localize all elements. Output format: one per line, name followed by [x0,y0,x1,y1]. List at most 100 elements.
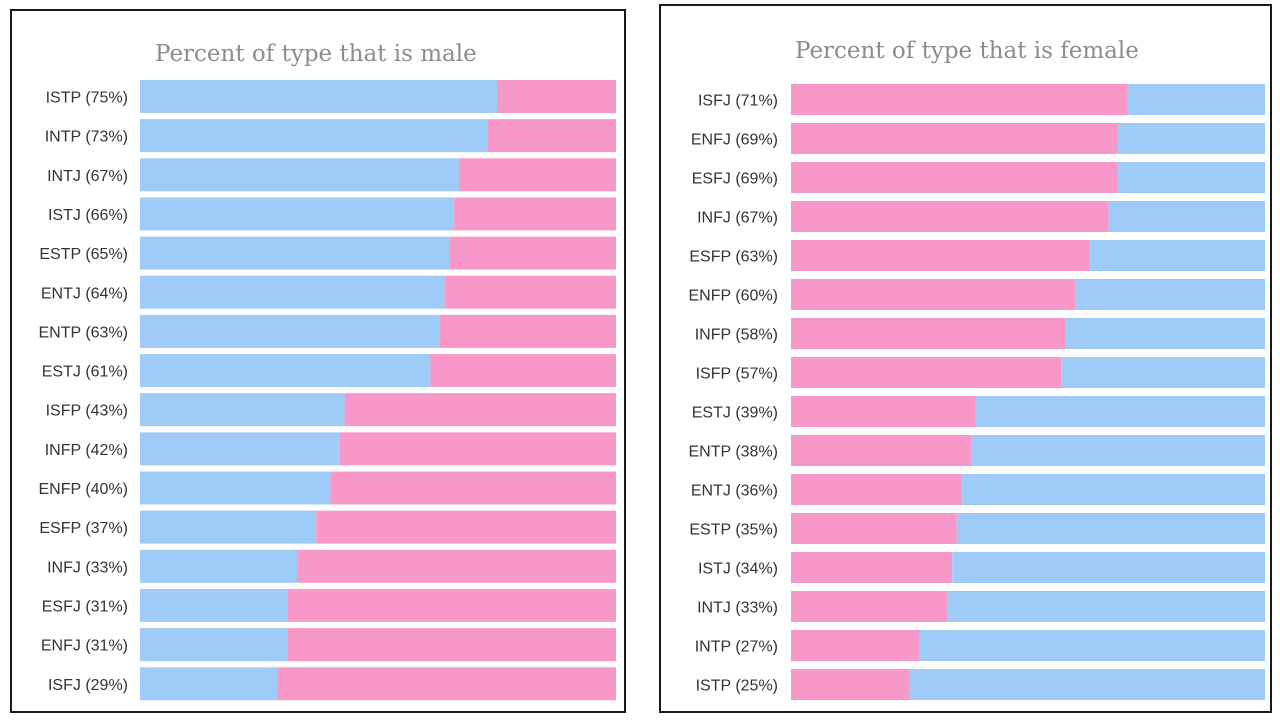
category-label: INTJ (67%) [47,168,128,185]
bar-segment-primary [791,552,953,583]
bar-segment-primary [791,162,1119,193]
bar-segment-primary [140,628,288,662]
bar-segment-remainder [1108,201,1265,232]
bar-segment-primary [140,275,445,309]
bar-segment-remainder [952,552,1265,583]
bar-segment-primary [140,158,459,192]
category-label: ENFJ (31%) [41,638,128,655]
category-label: ISFP (43%) [46,403,128,420]
bar-segment-primary [791,513,957,544]
category-label: INTJ (33%) [697,600,778,617]
bar-segment-remainder [1089,240,1265,271]
chart-title: Percent of type that is male [155,41,477,67]
bar-segment-remainder [316,510,616,544]
category-label: INTP (27%) [695,639,778,656]
category-label: ENFP (60%) [688,288,778,305]
bar-segment-primary [791,318,1066,349]
category-label: ISTP (75%) [46,90,128,107]
bar-segment-primary [791,279,1076,310]
bar-segment-primary [140,588,288,622]
bar-segment-primary [140,393,345,427]
category-label: ISFJ (29%) [48,677,128,694]
bar-segment-remainder [278,667,616,701]
category-label: ISTJ (34%) [698,561,778,578]
bar-segment-primary [791,396,976,427]
bar-segment-remainder [947,591,1265,622]
bar-segment-remainder [975,396,1265,427]
bar-segment-remainder [918,630,1265,661]
bar-segment-remainder [430,354,616,388]
bar-segment-primary [140,236,450,270]
category-label: ESTJ (39%) [692,405,778,422]
bar-segment-primary [140,314,440,348]
bar-segment-remainder [1118,162,1265,193]
bar-segment-primary [791,435,972,466]
bar-segment-primary [140,80,497,113]
category-label: ESTP (65%) [39,246,128,263]
female-chart-panel: Percent of type that is female ISFJ (71%… [659,4,1272,713]
bar-segment-remainder [297,549,616,583]
bar-segment-primary [140,549,298,583]
bar-segment-remainder [971,435,1265,466]
bar-segment-primary [791,123,1119,154]
bar-segment-primary [140,510,317,544]
category-label: ENTJ (64%) [41,285,128,302]
bar-segment-remainder [454,197,616,231]
category-label: ENTP (38%) [688,444,778,461]
category-label: INFJ (33%) [47,559,128,576]
bar-segment-primary [791,630,919,661]
category-label: ENFJ (69%) [691,132,778,149]
category-label: ESTP (35%) [689,522,778,539]
bar-segment-remainder [487,119,616,153]
bar-segment-remainder [497,80,616,113]
bar-segment-remainder [344,393,616,427]
category-label: ISTJ (66%) [48,207,128,224]
male-bar-chart: ISTP (75%) INTP (73%) INTJ (67%) ISTJ (66%)… [38,80,616,701]
bar-segment-primary [140,354,431,388]
bar-segment-remainder [909,669,1265,700]
bar-segment-primary [791,201,1109,232]
bar-segment-remainder [287,628,616,662]
bar-segment-remainder [449,236,616,270]
bar-segment-primary [140,471,331,505]
bar-segment-remainder [956,513,1265,544]
female-bar-chart: ISFJ (71%) ENFJ (69%) ESFJ (69%) INFJ (67%)… [688,84,1265,700]
bar-segment-primary [791,474,962,505]
category-label: ESFJ (31%) [42,598,128,615]
category-label: ISFP (57%) [696,366,778,383]
category-label: ESFJ (69%) [692,171,778,188]
category-label: ENFP (40%) [38,481,128,498]
chart-title: Percent of type that is female [795,38,1139,64]
bar-segment-primary [791,591,948,622]
bar-segment-primary [791,84,1128,115]
bar-segment-remainder [1075,279,1265,310]
category-label: INTP (73%) [45,129,128,146]
bar-segment-remainder [1065,318,1265,349]
bar-segment-remainder [339,432,616,466]
bar-segment-remainder [1118,123,1265,154]
bar-segment-primary [791,669,910,700]
bar-segment-remainder [330,471,616,505]
category-label: INFP (58%) [695,327,778,344]
bar-segment-remainder [439,314,616,348]
bar-segment-remainder [444,275,616,309]
bar-segment-primary [140,119,488,153]
category-label: ISTP (25%) [696,678,778,695]
category-label: ESFP (37%) [39,520,128,537]
bar-segment-remainder [1127,84,1265,115]
bar-segment-primary [791,240,1090,271]
bar-segment-primary [140,667,279,701]
bar-segment-remainder [458,158,616,192]
bar-segment-remainder [287,588,616,622]
bar-segment-primary [791,357,1062,388]
category-label: INFP (42%) [45,442,128,459]
category-label: INFJ (67%) [697,210,778,227]
bar-segment-remainder [1061,357,1265,388]
category-label: ENTJ (36%) [691,483,778,500]
category-label: ISFJ (71%) [698,93,778,110]
category-label: ESFP (63%) [689,249,778,266]
bar-segment-primary [140,197,455,231]
category-label: ESTJ (61%) [42,364,128,381]
bar-segment-primary [140,432,340,466]
male-chart-panel: Percent of type that is male ISTP (75%) I… [10,9,626,713]
